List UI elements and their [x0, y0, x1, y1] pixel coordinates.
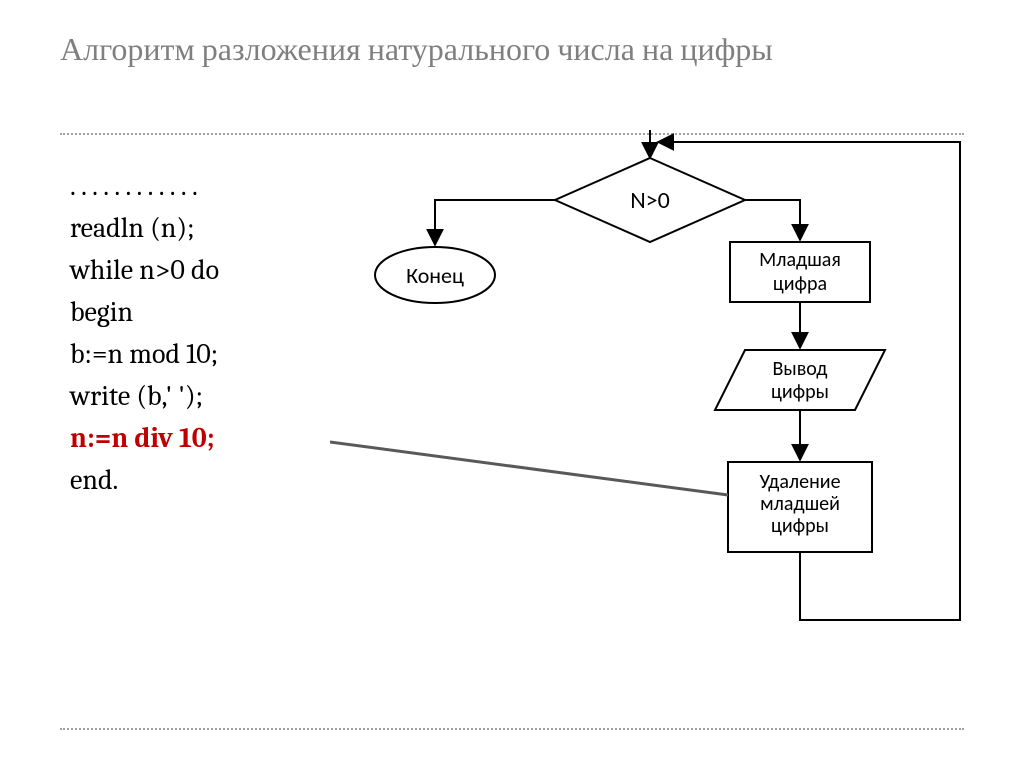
process-label: младшей: [760, 492, 840, 516]
process-label: цифра: [773, 272, 827, 296]
code-block: . . . . . . . . . . . . readln (n); whil…: [70, 165, 219, 501]
code-line: end.: [70, 459, 219, 501]
code-line-highlight: n:=n div 10;: [70, 417, 219, 459]
decision-label: N>0: [630, 186, 670, 215]
code-line: readln (n);: [70, 207, 219, 249]
page-title: Алгоритм разложения натурального числа н…: [60, 30, 964, 70]
pointer-arrow: [330, 430, 728, 495]
process-label: Младшая: [759, 248, 841, 272]
code-line: while n>0 do: [70, 249, 219, 291]
flowchart: N>0 Конец Младшая цифра Вывод цифры Удал…: [330, 130, 990, 700]
code-line: b:=n mod 10;: [70, 333, 219, 375]
code-line: write (b,' ');: [70, 375, 219, 417]
process-label: Удаление: [759, 470, 840, 494]
code-line: . . . . . . . . . . . .: [70, 165, 219, 207]
io-label: Вывод: [773, 357, 828, 381]
code-line: begin: [70, 291, 219, 333]
process-label: цифры: [771, 514, 829, 538]
io-label: цифры: [771, 380, 829, 404]
end-label: Конец: [406, 262, 464, 289]
divider-bottom: [60, 728, 964, 730]
